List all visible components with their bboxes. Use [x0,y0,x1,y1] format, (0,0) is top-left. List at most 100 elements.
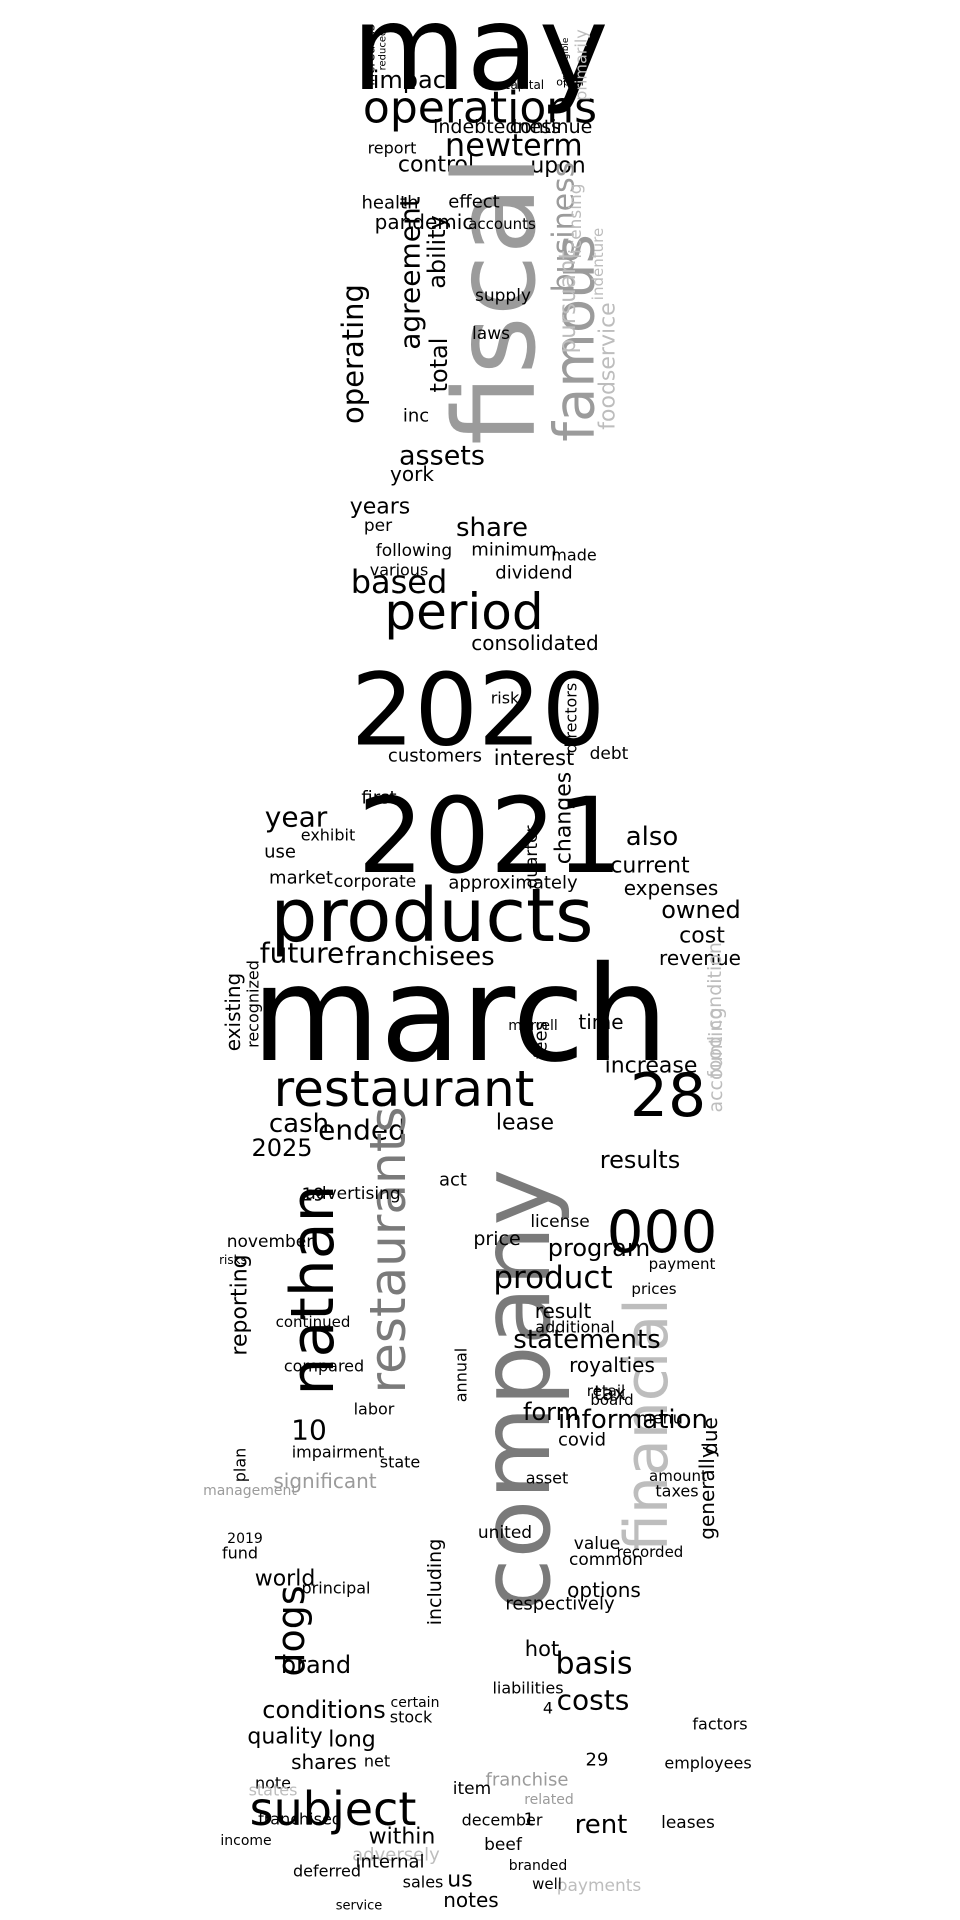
word-prices: prices [631,1280,676,1298]
word-compared: compared [284,1357,364,1376]
word-well: well [532,1875,562,1893]
word-november: november [227,1232,314,1252]
word-leases: leases [661,1813,715,1833]
word-internal: internal [355,1852,424,1873]
word-financial: financial [612,1298,682,1552]
word-also: also [626,822,679,852]
word-supply: supply [475,286,531,306]
word-impairment: impairment [292,1443,385,1462]
word-various: various [370,561,429,580]
word-directors: directors [562,683,581,753]
word-term: term [511,129,582,164]
word-year: year [265,801,328,834]
word-options: options [567,1578,641,1602]
word-labor: labor [354,1400,395,1419]
word-risk: risk [491,689,520,708]
word-restaurant: restaurant [274,1060,535,1118]
word-indenture: indenture [589,228,607,300]
word-quarter: quarter [522,825,542,888]
word-related: related [524,1792,574,1808]
word-risks: risks [219,1253,247,1267]
word-reporting: reporting [228,1254,253,1355]
word-amount: amount [649,1467,707,1485]
word-information: information [558,1405,708,1435]
word-within: within [369,1825,436,1850]
word-nathan: nathan [278,1184,348,1395]
word-basis: basis [555,1647,632,1682]
word-pursuant: pursuant [555,251,581,354]
word-ended: ended [318,1114,406,1147]
word-due: due [698,1417,722,1455]
word-conditions: conditions [262,1696,385,1724]
word-new: new [445,126,511,164]
word-first: first [361,788,396,809]
word-laws: laws [472,324,510,344]
word-years: years [350,495,411,520]
word-tax: tax [594,1381,626,1405]
word-value: value [574,1534,620,1554]
word-business: business [547,162,582,293]
word-franchised: franchised [258,1810,342,1829]
word-program: program [548,1234,650,1262]
word-royalties: royalties [569,1353,655,1377]
word-branded: branded [509,1858,567,1874]
word-common: common [569,1550,643,1570]
word-taxes: taxes [655,1482,698,1501]
word-report: report [368,139,417,158]
word-primarily: primarily [572,29,591,101]
word-share: share [456,513,528,543]
word-reduced: reduced [378,30,389,71]
word-statements: statements [513,1325,660,1355]
word-based: based [351,563,448,601]
word-2021: 2021 [358,775,623,897]
word-menu: menu [637,1409,683,1428]
word-expenses: expenses [624,876,719,900]
word-march: march [251,938,668,1092]
word-notes: notes [443,1888,498,1912]
word-29: 29 [586,1750,609,1771]
word-2025: 2025 [251,1134,312,1162]
word-long: long [328,1728,375,1753]
word-customers: customers [388,746,482,767]
word-lease: lease [496,1111,554,1136]
word-revenue: revenue [659,946,741,970]
word-effect: effect [448,192,500,213]
word-annual: annual [452,1348,471,1402]
word-form: form [523,1398,579,1426]
word-open: open [556,76,583,89]
word-cost: cost [679,924,725,949]
word-use: use [264,842,296,863]
word-28: 28 [630,1061,706,1131]
word-inc: inc [403,406,429,427]
word-minimum: minimum [471,540,556,561]
word-world: world [255,1567,316,1592]
word-interest: interest [494,746,575,770]
word-health: health [362,193,419,214]
word-total: total [425,338,453,393]
word-note: note [255,1774,291,1793]
word-morrell: morrell [508,1018,558,1034]
word-market: market [269,868,333,889]
word-intangible: intangible [561,37,571,82]
word-states: states [249,1781,298,1800]
word-fiscal: fiscal [431,155,561,445]
word-recognized: recognized [244,960,263,1048]
word-brand: brand [281,1651,351,1679]
word-york: york [390,462,434,486]
word-may: may [351,0,608,117]
word-approximately: approximately [448,873,578,894]
word-restaurants: restaurants [359,1107,417,1394]
word-payments: payments [557,1876,642,1896]
word-respectively: respectively [505,1594,615,1615]
word-continued: continued [276,1313,351,1331]
word-increases: increases [364,24,379,86]
word-current: current [610,854,690,879]
word-net: net [364,1752,390,1771]
word-increase: increase [605,1054,698,1079]
word-significant: significant [273,1469,376,1493]
word-foodservice: foodservice [596,302,621,429]
word-principal: principal [302,1579,371,1598]
word-10: 10 [291,1414,327,1447]
word-rent: rent [575,1810,628,1840]
